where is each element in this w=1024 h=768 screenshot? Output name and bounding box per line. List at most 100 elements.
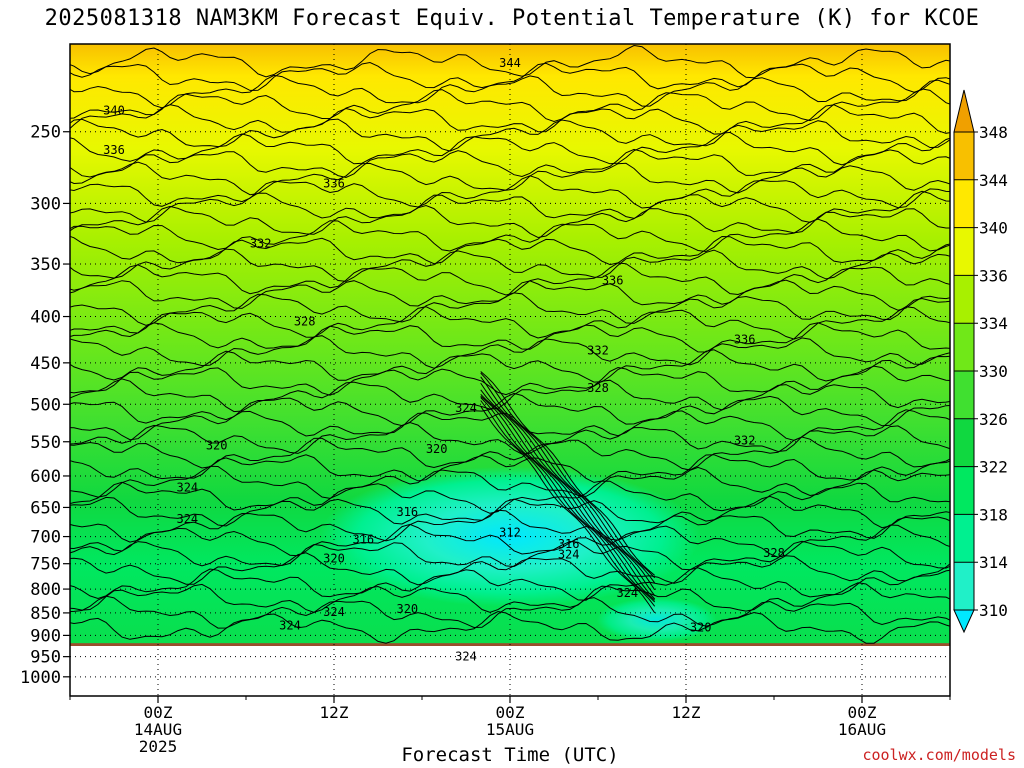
- x-tick-label: 15AUG: [486, 720, 534, 739]
- contour-line: [70, 131, 950, 166]
- y-tick-label: 300: [30, 194, 61, 214]
- contour-label: 340: [103, 104, 125, 118]
- contour-line: [70, 175, 950, 209]
- contour-line: [480, 372, 656, 579]
- contour-label: 324: [279, 619, 301, 633]
- y-tick-label: 700: [30, 528, 61, 548]
- contour-line: [70, 349, 950, 383]
- contour-line: [70, 148, 950, 179]
- contour-line: [70, 567, 950, 601]
- colorbar-low-triangle: [953, 609, 975, 634]
- contour-label: 332: [734, 433, 756, 447]
- y-tick-label: 750: [30, 555, 61, 575]
- contour-line: [70, 279, 950, 311]
- cool-pool: [596, 597, 717, 642]
- contour-label: 332: [250, 236, 272, 250]
- y-tick-label: 900: [30, 626, 61, 646]
- colorbar-label: 348: [979, 123, 1008, 142]
- contour-label: 336: [103, 143, 125, 157]
- contour-line: [70, 610, 950, 644]
- contour-line: [70, 61, 950, 93]
- contour-line: [70, 465, 950, 499]
- contour-line: [70, 582, 950, 613]
- contour-label: 336: [734, 332, 756, 346]
- contour-label: 320: [690, 620, 712, 634]
- contour-line: [70, 322, 950, 353]
- contour-line: [70, 118, 950, 152]
- contour-line: [70, 190, 950, 223]
- watermark: coolwx.com/models: [862, 746, 1016, 764]
- x-tick-label: 00Z: [144, 703, 173, 722]
- contour-label: 312: [499, 526, 521, 540]
- colorbar-label: 322: [979, 458, 1008, 477]
- colorbar-segment: [954, 371, 974, 419]
- contour-label: 324: [176, 512, 198, 526]
- contour-label: 316: [396, 505, 418, 519]
- contour-line: [70, 540, 950, 571]
- colorbar-segment: [954, 466, 974, 515]
- colorbar-segment: [954, 562, 974, 610]
- colorbar-label: 330: [979, 362, 1008, 381]
- contour-label: 324: [323, 605, 345, 619]
- x-tick-label: 00Z: [848, 703, 877, 722]
- contour-line: [70, 262, 950, 296]
- contour-line: [70, 74, 950, 109]
- x-tick-label: 12Z: [320, 703, 349, 722]
- contour-label: 320: [426, 442, 448, 456]
- x-tick-label: 14AUG: [134, 720, 182, 739]
- y-tick-label: 650: [30, 498, 61, 518]
- contour-label: 328: [587, 381, 609, 395]
- contour-line: [70, 365, 950, 396]
- colorbar-label: 344: [979, 171, 1008, 190]
- contour-line: [70, 421, 950, 455]
- contour-line: [480, 371, 656, 576]
- y-tick-label: 350: [30, 255, 61, 275]
- contour-label: 320: [206, 438, 228, 452]
- colorbar-segment: [954, 514, 974, 563]
- colorbar-segment: [954, 132, 974, 180]
- y-tick-label: 1000: [20, 668, 61, 688]
- chart-title: 2025081318 NAM3KM Forecast Equiv. Potent…: [44, 6, 980, 31]
- colorbar-segment: [954, 275, 974, 324]
- contour-line: [70, 495, 950, 529]
- contour-label: 320: [396, 602, 418, 616]
- contour-label: 324: [558, 548, 580, 562]
- contour-label: 328: [294, 314, 316, 328]
- contour-label: 344: [499, 56, 521, 70]
- colorbar-segment: [954, 323, 974, 371]
- x-tick-label: 2025: [139, 737, 178, 756]
- contour-line: [480, 376, 656, 584]
- y-tick-label: 850: [30, 604, 61, 624]
- y-tick-label: 500: [30, 395, 61, 415]
- contour-label: 320: [323, 551, 345, 565]
- contour-label: 332: [587, 343, 609, 357]
- contour-label: 324: [176, 481, 198, 495]
- contour-line: [70, 378, 950, 413]
- colorbar-segment: [954, 227, 974, 276]
- contour-line: [70, 480, 950, 514]
- contour-line: [480, 397, 656, 603]
- contour-line: [70, 44, 950, 79]
- colorbar-label: 326: [979, 410, 1008, 429]
- contour-label: 316: [558, 537, 580, 551]
- y-tick-label: 550: [30, 433, 61, 453]
- x-tick-label: 12Z: [672, 703, 701, 722]
- contour-line: [70, 235, 950, 266]
- contour-line: [70, 595, 950, 629]
- contour-line: [480, 400, 656, 607]
- contour-line: [480, 382, 656, 591]
- contour-label: 336: [323, 176, 345, 190]
- contour-label: 324: [616, 586, 638, 600]
- contour-line: [480, 406, 656, 614]
- colorbar-label: 318: [979, 505, 1008, 524]
- x-tick-label: 00Z: [496, 703, 525, 722]
- contour-label: 324: [455, 401, 477, 415]
- colorbar-label: 310: [979, 601, 1008, 620]
- contour-line: [70, 509, 950, 543]
- y-tick-label: 400: [30, 308, 61, 328]
- y-tick-label: 250: [30, 123, 61, 143]
- x-axis-label: Forecast Time (UTC): [401, 744, 619, 766]
- contour-line: [480, 394, 656, 600]
- y-tick-label: 450: [30, 354, 61, 374]
